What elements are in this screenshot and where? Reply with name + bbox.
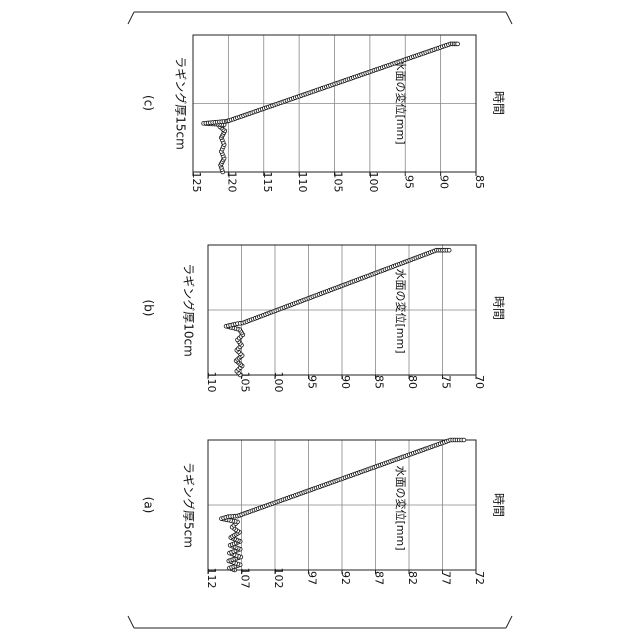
gridlines	[193, 35, 476, 172]
tick-label: 97	[306, 571, 319, 585]
time-axis-label: 時間	[492, 296, 506, 320]
tick-label: 107	[239, 568, 252, 589]
charts-group: 112 107 102 97 92 87 82 77 72 (a) ラギング厚5cm 水面の変位[mm…	[142, 35, 506, 589]
panel-label: (a)	[142, 497, 156, 514]
chart-panel-b: 110105100959085807570(b)ラギング厚10cm水面の変位[m…	[142, 245, 506, 393]
value-axis-label: 水面の変位[mm]	[394, 465, 408, 550]
data-point	[456, 42, 460, 46]
tick-label: 112	[205, 568, 218, 589]
panel-label: (c)	[142, 95, 156, 111]
tick-label: 90	[438, 175, 451, 189]
tick-label: 72	[473, 571, 486, 585]
time-axis-label: 時間	[492, 91, 506, 115]
chart-title: ラギング厚15cm	[174, 56, 188, 150]
tick-label: 120	[225, 172, 238, 193]
tick-label: 115	[261, 172, 274, 193]
tick-label: 100	[272, 372, 285, 393]
tick-label: 110	[205, 372, 218, 393]
page-corner-bottom-left	[128, 616, 134, 628]
data-point	[447, 248, 451, 252]
value-axis-label: 水面の変位[mm]	[394, 268, 408, 353]
panel-label: (b)	[142, 300, 156, 317]
chart-panel-a: 112 107 102 97 92 87 82 77 72 (a) ラギング厚5cm 水面の変位[mm…	[142, 438, 506, 588]
value-axis-label: 水面の変位[mm]	[394, 59, 408, 144]
tick-label: 77	[440, 571, 453, 585]
tick-label: 82	[406, 571, 419, 585]
tick-label: 80	[406, 375, 419, 389]
tick-label: 90	[339, 375, 352, 389]
tick-label: 85	[473, 175, 486, 189]
tick-label: 92	[339, 571, 352, 585]
tick-label: 105	[332, 172, 345, 193]
page-corner-top-left	[128, 12, 134, 24]
tick-label: 102	[272, 568, 285, 589]
chart-title: ラギング厚5cm	[182, 462, 196, 548]
data-point	[462, 438, 466, 442]
tick-label: 95	[402, 175, 415, 189]
tick-label: 95	[306, 375, 319, 389]
gridlines	[208, 440, 476, 570]
data-series	[224, 248, 451, 377]
tick-label: 85	[373, 375, 386, 389]
tick-label: 125	[190, 172, 203, 193]
chart-panel-c: 125 120 115 110 105 100 95 90 85 (c) ラギング厚15cm 水面の変…	[142, 35, 506, 193]
tick-label: 75	[440, 375, 453, 389]
chart-title: ラギング厚10cm	[182, 263, 196, 357]
tick-label: 110	[296, 172, 309, 193]
data-series	[202, 42, 460, 174]
tick-label: 70	[473, 375, 486, 389]
tick-label: 87	[373, 571, 386, 585]
page-corner-bottom-right	[506, 616, 512, 628]
gridlines	[208, 245, 476, 375]
tick-label: 100	[367, 172, 380, 193]
time-axis-label: 時間	[492, 493, 506, 517]
page-corner-top-right	[506, 12, 512, 24]
